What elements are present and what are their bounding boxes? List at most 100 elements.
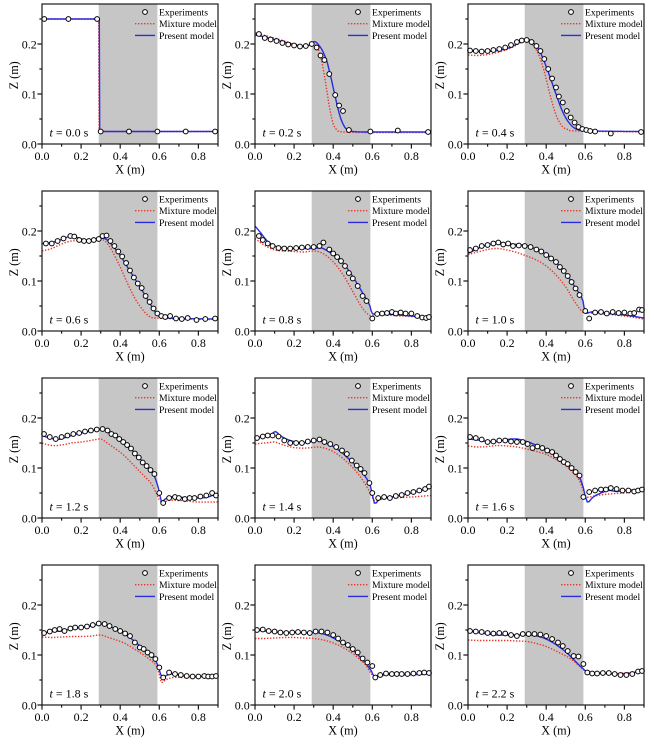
svg-text:t = 0.4 s: t = 0.4 s bbox=[476, 125, 515, 139]
svg-text:0.0: 0.0 bbox=[35, 336, 50, 350]
svg-text:0.6: 0.6 bbox=[365, 336, 380, 350]
svg-text:t = 1.4 s: t = 1.4 s bbox=[263, 499, 302, 513]
svg-text:Mixture model: Mixture model bbox=[159, 393, 217, 404]
svg-text:Present model: Present model bbox=[159, 218, 214, 229]
svg-text:0.2: 0.2 bbox=[74, 710, 89, 724]
svg-text:0.4: 0.4 bbox=[539, 149, 554, 163]
svg-text:Z (m): Z (m) bbox=[220, 435, 234, 463]
svg-text:0.1: 0.1 bbox=[22, 274, 37, 288]
svg-text:0.8: 0.8 bbox=[191, 710, 206, 724]
svg-text:Experiments: Experiments bbox=[372, 195, 421, 206]
svg-text:0.6: 0.6 bbox=[365, 149, 380, 163]
svg-text:0.2: 0.2 bbox=[448, 411, 463, 425]
svg-text:0.0: 0.0 bbox=[235, 324, 250, 338]
svg-text:0.1: 0.1 bbox=[235, 648, 250, 662]
svg-text:Mixture model: Mixture model bbox=[585, 580, 643, 591]
svg-text:0.2: 0.2 bbox=[287, 523, 302, 537]
svg-text:Z (m): Z (m) bbox=[220, 61, 234, 89]
svg-text:Mixture model: Mixture model bbox=[372, 19, 430, 30]
svg-text:Mixture model: Mixture model bbox=[585, 393, 643, 404]
svg-text:0.0: 0.0 bbox=[461, 523, 476, 537]
svg-text:0.4: 0.4 bbox=[113, 336, 128, 350]
svg-text:0.2: 0.2 bbox=[448, 598, 463, 612]
svg-text:X (m): X (m) bbox=[328, 162, 357, 176]
svg-text:0.2: 0.2 bbox=[448, 224, 463, 238]
svg-text:0.8: 0.8 bbox=[191, 523, 206, 537]
svg-text:0.2: 0.2 bbox=[287, 336, 302, 350]
svg-text:0.8: 0.8 bbox=[191, 149, 206, 163]
svg-text:0.6: 0.6 bbox=[152, 523, 167, 537]
svg-text:0.4: 0.4 bbox=[539, 336, 554, 350]
svg-text:Mixture model: Mixture model bbox=[372, 206, 430, 217]
svg-text:X (m): X (m) bbox=[115, 162, 144, 176]
svg-text:0.4: 0.4 bbox=[113, 523, 128, 537]
svg-text:0.1: 0.1 bbox=[235, 87, 250, 101]
svg-text:0.0: 0.0 bbox=[461, 336, 476, 350]
svg-text:Mixture model: Mixture model bbox=[159, 206, 217, 217]
svg-text:0.4: 0.4 bbox=[326, 336, 341, 350]
svg-text:0.1: 0.1 bbox=[448, 648, 463, 662]
svg-text:t = 0.8 s: t = 0.8 s bbox=[263, 312, 302, 326]
svg-text:X (m): X (m) bbox=[328, 536, 357, 550]
svg-text:0.8: 0.8 bbox=[617, 149, 632, 163]
svg-text:0.1: 0.1 bbox=[448, 274, 463, 288]
svg-text:Experiments: Experiments bbox=[585, 195, 634, 206]
svg-text:0.2: 0.2 bbox=[22, 411, 37, 425]
svg-text:0.0: 0.0 bbox=[22, 137, 37, 151]
svg-text:t = 2.0 s: t = 2.0 s bbox=[263, 686, 302, 700]
svg-text:0.0: 0.0 bbox=[448, 324, 463, 338]
svg-text:0.0: 0.0 bbox=[248, 523, 263, 537]
svg-text:0.6: 0.6 bbox=[578, 523, 593, 537]
svg-text:t = 1.8 s: t = 1.8 s bbox=[50, 686, 89, 700]
svg-text:0.0: 0.0 bbox=[22, 698, 37, 712]
svg-text:0.1: 0.1 bbox=[235, 461, 250, 475]
svg-text:X (m): X (m) bbox=[541, 349, 570, 363]
svg-text:0.2: 0.2 bbox=[448, 37, 463, 51]
svg-text:Mixture model: Mixture model bbox=[372, 580, 430, 591]
svg-text:0.4: 0.4 bbox=[539, 523, 554, 537]
svg-text:0.0: 0.0 bbox=[461, 710, 476, 724]
svg-text:0.2: 0.2 bbox=[287, 149, 302, 163]
svg-text:0.2: 0.2 bbox=[500, 336, 515, 350]
svg-text:Experiments: Experiments bbox=[372, 382, 421, 393]
svg-text:0.4: 0.4 bbox=[539, 710, 554, 724]
svg-text:t = 1.0 s: t = 1.0 s bbox=[476, 312, 515, 326]
svg-text:0.2: 0.2 bbox=[235, 598, 250, 612]
svg-text:Mixture model: Mixture model bbox=[159, 19, 217, 30]
svg-text:Experiments: Experiments bbox=[159, 569, 208, 580]
svg-text:Z (m): Z (m) bbox=[220, 248, 234, 276]
svg-text:0.6: 0.6 bbox=[152, 710, 167, 724]
svg-text:0.0: 0.0 bbox=[35, 710, 50, 724]
svg-text:0.6: 0.6 bbox=[365, 710, 380, 724]
svg-text:Z (m): Z (m) bbox=[433, 435, 447, 463]
svg-text:Experiments: Experiments bbox=[585, 569, 634, 580]
svg-text:Present model: Present model bbox=[372, 31, 427, 42]
svg-text:Present model: Present model bbox=[585, 31, 640, 42]
svg-text:Present model: Present model bbox=[372, 218, 427, 229]
svg-text:0.0: 0.0 bbox=[22, 324, 37, 338]
svg-text:Z (m): Z (m) bbox=[7, 248, 21, 276]
svg-text:Present model: Present model bbox=[585, 405, 640, 416]
svg-text:0.6: 0.6 bbox=[365, 523, 380, 537]
svg-text:Experiments: Experiments bbox=[159, 382, 208, 393]
svg-text:Z (m): Z (m) bbox=[7, 61, 21, 89]
svg-text:0.4: 0.4 bbox=[326, 149, 341, 163]
svg-text:0.2: 0.2 bbox=[500, 149, 515, 163]
svg-text:0.0: 0.0 bbox=[35, 523, 50, 537]
svg-text:0.8: 0.8 bbox=[191, 336, 206, 350]
svg-text:Z (m): Z (m) bbox=[433, 61, 447, 89]
svg-text:0.4: 0.4 bbox=[113, 710, 128, 724]
svg-text:X (m): X (m) bbox=[115, 536, 144, 550]
svg-text:X (m): X (m) bbox=[541, 536, 570, 550]
svg-text:0.0: 0.0 bbox=[248, 710, 263, 724]
svg-text:0.2: 0.2 bbox=[235, 224, 250, 238]
svg-text:0.1: 0.1 bbox=[448, 87, 463, 101]
svg-text:0.6: 0.6 bbox=[578, 336, 593, 350]
svg-text:0.8: 0.8 bbox=[617, 710, 632, 724]
svg-text:Z (m): Z (m) bbox=[433, 622, 447, 650]
svg-text:0.1: 0.1 bbox=[22, 648, 37, 662]
svg-text:0.4: 0.4 bbox=[326, 523, 341, 537]
svg-text:Experiments: Experiments bbox=[372, 569, 421, 580]
svg-text:0.0: 0.0 bbox=[248, 336, 263, 350]
svg-text:Experiments: Experiments bbox=[159, 195, 208, 206]
